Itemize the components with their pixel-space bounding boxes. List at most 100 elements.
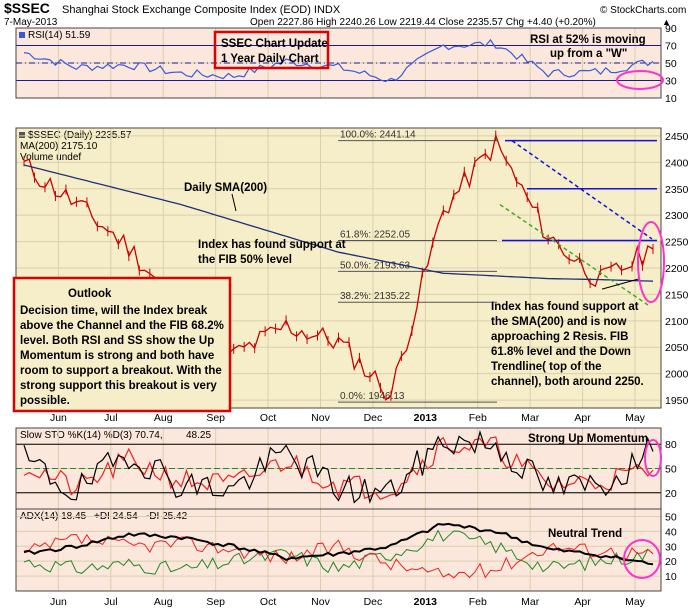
title-line-1: SSEC Chart Update (221, 38, 328, 50)
title-line-2: 1 Year Daily Chart (221, 53, 319, 65)
month-tick-label: Jun (50, 596, 67, 608)
source-credit: © StockCharts.com (600, 5, 686, 16)
adx-panel-border (15, 508, 662, 592)
adx-tick-label: 30 (665, 541, 677, 553)
rsi-tick-label: 30 (665, 76, 677, 88)
adx-tick-label: 40 (665, 526, 677, 538)
outlook-line: strong support this breakout is very (20, 380, 217, 392)
price-tick-label: 2050 (665, 342, 689, 354)
sma-pointer (231, 193, 237, 212)
sma-note-line: the SMA(200) and is now (491, 316, 627, 328)
rsi-tick-label: 70 (665, 41, 677, 53)
month-tick-label: Oct (260, 412, 276, 424)
rsi-tick-label: 90 (665, 23, 677, 35)
sto-note: Strong Up Momentum (528, 433, 648, 445)
month-tick-label: Oct (260, 596, 276, 608)
rsi-tick-label: 50 (665, 58, 677, 70)
outlook-line: Decision time, will the Index break (20, 305, 208, 317)
outlook-line: above the Channel and the FIB 68.2% (20, 320, 224, 332)
price-tick-label: 2250 (665, 237, 689, 249)
price-tick-label: 2150 (665, 289, 689, 301)
price-highlight (637, 221, 665, 303)
month-tick-label: Jun (50, 412, 67, 424)
rsi-note-line-1: RSI at 52% is moving (530, 34, 646, 46)
rsi-legend-swatch (19, 32, 25, 38)
fib-label: 38.2%: 2135.22 (340, 291, 410, 302)
sma-note-line: Trendline( top of the (491, 361, 602, 373)
support-note-2: the FIB 50% level (198, 254, 292, 266)
outlook-line: Momentum is strong and both have (20, 350, 214, 362)
rsi-note-line-2: up from a "W" (550, 48, 627, 60)
title-box (213, 30, 330, 70)
month-tick-label: May (625, 412, 646, 424)
pdi-line (23, 529, 654, 575)
month-tick-label: Jul (104, 412, 117, 424)
fib-label: 50.0%: 2193.63 (340, 260, 410, 271)
volume-legend: Volume undef (20, 152, 81, 163)
price-tick-label: 2300 (665, 210, 689, 222)
month-tick-label: Aug (154, 596, 173, 608)
sto-d-label: 48.25 (186, 430, 211, 441)
fib-label: 100.0%: 2441.14 (340, 130, 416, 141)
month-tick-label: Aug (154, 412, 173, 424)
price-tick-label: 2100 (665, 316, 689, 328)
month-tick-label: Sep (206, 412, 225, 424)
ohlc-readout: Open 2227.86 High 2240.26 Low 2219.44 Cl… (250, 17, 596, 28)
chart-date: 7-May-2013 (4, 17, 58, 28)
price-panel-border (15, 127, 662, 409)
sto-tick-label: 20 (665, 488, 677, 500)
month-tick-label: Feb (469, 596, 487, 608)
adx-tick-label: 50 (665, 511, 677, 523)
price-tick-label: 2350 (665, 184, 689, 196)
price-legend-swatch (19, 132, 25, 138)
outlook-box (12, 276, 232, 413)
index-name: Shanghai Stock Exchange Composite Index … (62, 4, 341, 16)
rsi-label: RSI(14) 51.59 (28, 30, 91, 41)
month-tick-label: Jul (104, 596, 117, 608)
ticker-symbol: $SSEC (4, 0, 50, 16)
fib-label: 0.0%: 1946.13 (340, 391, 405, 402)
sto-highlight (644, 439, 662, 477)
month-tick-label: Nov (311, 596, 330, 608)
month-tick-label: Nov (311, 412, 330, 424)
adx-line (23, 522, 654, 566)
outlook-title: Outlook (68, 288, 112, 300)
price-tick-label: 2000 (665, 369, 689, 381)
sto-tick-label: 50 (665, 464, 677, 476)
sma-note-pointer (601, 278, 641, 290)
sma-note-line: 61.8% level and the Down (491, 346, 631, 358)
month-tick-label: 2013 (414, 596, 438, 608)
adx-tick-label: 20 (665, 556, 677, 568)
sma-note-line: channel), both around 2250. (491, 376, 644, 388)
rsi-tick-label: 10 (665, 93, 677, 105)
adx-note: Neutral Trend (548, 528, 622, 540)
sma-note-line: approaching 2 Resis. FIB (491, 331, 628, 343)
sma-note-line: Index has found support at (491, 301, 639, 313)
month-tick-label: Dec (364, 412, 383, 424)
month-tick-label: Sep (206, 596, 225, 608)
rsi-line (23, 38, 654, 83)
outlook-line: room to support a breakout. With the (20, 365, 222, 377)
sto-tick-label: 80 (665, 439, 677, 451)
sto-label: Slow STO %K(14) %D(3) 70.74, (20, 430, 163, 441)
month-tick-label: Dec (364, 596, 383, 608)
month-tick-label: Apr (574, 596, 591, 608)
rsi-highlight (616, 70, 664, 90)
outlook-line: level. Both RSI and SS show the Up (20, 335, 214, 347)
sto-k-line (23, 429, 654, 504)
outlook-line: possible. (20, 395, 70, 407)
rsi-panel-border (15, 27, 662, 99)
month-tick-label: Apr (574, 412, 591, 424)
mdi-line (23, 533, 654, 579)
month-tick-label: Mar (521, 412, 540, 424)
adx-tick-label: 10 (665, 571, 677, 583)
support-note-1: Index has found support at (198, 239, 346, 251)
price-tick-label: 1950 (665, 395, 689, 407)
sma-label: Daily SMA(200) (184, 182, 267, 194)
price-tick-label: 2450 (665, 131, 689, 143)
price-tick-label: 2400 (665, 157, 689, 169)
ma200-line (23, 164, 654, 282)
change-up-icon: ▲ (662, 17, 671, 27)
month-tick-label: Mar (521, 596, 540, 608)
